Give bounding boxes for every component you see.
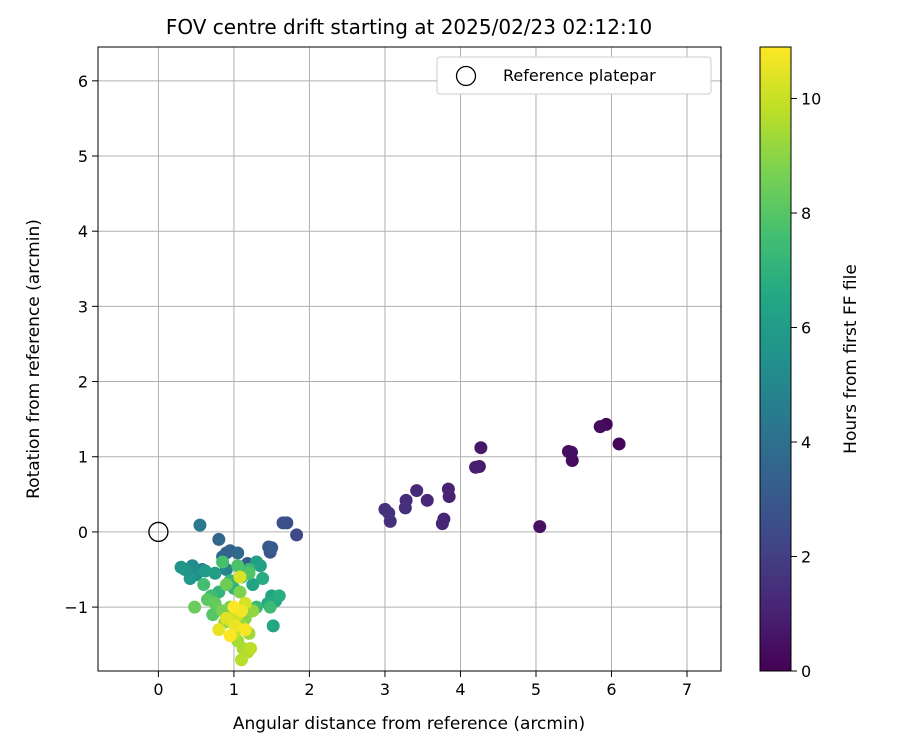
data-point xyxy=(212,532,226,546)
data-point xyxy=(198,564,212,578)
x-tick-label: 1 xyxy=(229,680,239,699)
y-axis-label: Rotation from reference (arcmin) xyxy=(24,219,44,499)
reference-marker xyxy=(148,521,169,543)
data-point xyxy=(219,578,233,592)
x-tick-label: 4 xyxy=(455,680,465,699)
data-point xyxy=(246,578,260,592)
colorbar-tick-label: 2 xyxy=(801,548,811,567)
chart-title: FOV centre drift starting at 2025/02/23 … xyxy=(166,15,652,39)
y-tick-label: 3 xyxy=(78,297,88,316)
y-axis-ticks: −1 0 1 2 3 4 5 6 xyxy=(64,72,98,617)
data-point xyxy=(219,611,233,625)
data-point xyxy=(272,589,286,603)
colorbar-tick-label: 6 xyxy=(801,319,811,338)
data-point xyxy=(266,619,280,633)
colorbar-tick-label: 4 xyxy=(801,433,811,452)
legend-marker xyxy=(455,65,477,87)
data-point xyxy=(233,570,247,584)
grid-lines xyxy=(98,47,721,671)
data-point xyxy=(441,482,455,496)
data-point xyxy=(223,629,237,643)
colorbar-label: Hours from first FF file xyxy=(841,264,861,454)
x-tick-label: 2 xyxy=(304,680,314,699)
x-tick-label: 0 xyxy=(153,680,163,699)
data-point xyxy=(256,572,270,586)
data-point xyxy=(231,546,245,560)
data-points xyxy=(174,417,626,667)
y-tick-label: 5 xyxy=(78,147,88,166)
data-point xyxy=(265,541,279,555)
data-point xyxy=(193,518,207,532)
data-point xyxy=(216,555,230,569)
x-tick-label: 3 xyxy=(380,680,390,699)
data-point xyxy=(234,653,248,667)
colorbar-tick-label: 0 xyxy=(801,662,811,681)
data-point xyxy=(183,572,197,586)
data-point xyxy=(469,460,483,474)
colorbar-tick-label: 10 xyxy=(801,90,821,109)
data-point xyxy=(212,623,226,637)
data-point xyxy=(474,441,488,455)
plot-frame xyxy=(97,46,722,672)
data-point xyxy=(410,484,424,498)
colorbar-gradient xyxy=(759,46,792,672)
data-point xyxy=(435,517,449,531)
data-point xyxy=(276,516,290,530)
y-tick-label: 1 xyxy=(78,448,88,467)
legend-label: Reference platepar xyxy=(503,66,656,85)
x-tick-label: 6 xyxy=(606,680,616,699)
data-point xyxy=(290,528,304,542)
data-point xyxy=(208,566,222,580)
data-point xyxy=(253,559,267,573)
legend: Reference platepar xyxy=(436,56,712,95)
data-point xyxy=(420,493,434,507)
data-point xyxy=(238,623,252,637)
data-point xyxy=(206,608,220,622)
data-point xyxy=(228,619,242,633)
data-point xyxy=(378,502,392,516)
data-point xyxy=(533,520,547,534)
colorbar-tick-label: 8 xyxy=(801,204,811,223)
data-point xyxy=(244,641,258,655)
data-point xyxy=(188,600,202,614)
x-tick-label: 7 xyxy=(682,680,692,699)
colorbar: 0 2 4 6 8 10 Hours from first FF file xyxy=(759,46,861,681)
x-axis-ticks: 0 1 2 3 4 5 6 7 xyxy=(153,671,692,699)
y-tick-label: 2 xyxy=(78,373,88,392)
y-tick-label: 6 xyxy=(78,72,88,91)
legend-box xyxy=(436,56,712,95)
data-point xyxy=(398,501,412,515)
data-point xyxy=(197,578,211,592)
colorbar-ticks: 0 2 4 6 8 10 xyxy=(791,90,821,681)
reference-point xyxy=(148,521,169,543)
data-point xyxy=(231,559,245,573)
data-point xyxy=(263,600,277,614)
y-tick-label: 4 xyxy=(78,222,88,241)
x-axis-label: Angular distance from reference (arcmin) xyxy=(233,714,585,734)
x-tick-label: 5 xyxy=(531,680,541,699)
data-point xyxy=(561,444,575,458)
data-point xyxy=(227,600,241,614)
data-point xyxy=(233,585,247,599)
data-point xyxy=(612,437,626,451)
data-point xyxy=(593,420,607,434)
y-tick-label: 0 xyxy=(78,523,88,542)
y-tick-label: −1 xyxy=(64,598,88,617)
